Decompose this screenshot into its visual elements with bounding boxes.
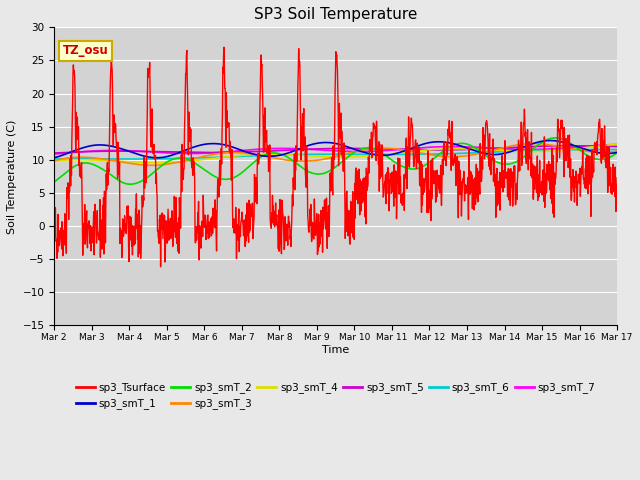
sp3_smT_1 [424,140,431,146]
sp3_Tsurface [613,175,621,180]
sp3_smT_5 [239,149,246,155]
sp3_smT_3 [613,148,621,154]
sp3_smT_3 [239,150,246,156]
sp3_smT_4 [176,159,184,165]
sp3_smT_2 [51,179,58,185]
sp3_smT_1 [51,155,58,160]
sp3_smT_3 [547,142,555,148]
sp3_smT_5 [613,144,621,149]
Line: sp3_smT_6: sp3_smT_6 [54,149,617,159]
X-axis label: Time: Time [322,345,349,355]
sp3_Tsurface [547,195,555,201]
sp3_smT_6 [424,151,431,157]
sp3_smT_1 [239,148,246,154]
sp3_Tsurface [176,207,184,213]
sp3_smT_3 [163,161,170,167]
Y-axis label: Soil Temperature (C): Soil Temperature (C) [7,119,17,233]
sp3_smT_5 [566,143,573,149]
sp3_Tsurface [497,172,505,178]
sp3_smT_3 [148,163,156,168]
sp3_smT_3 [51,158,58,164]
sp3_smT_5 [175,149,183,155]
sp3_smT_2 [613,150,621,156]
sp3_smT_5 [423,147,431,153]
sp3_smT_4 [547,148,554,154]
sp3_smT_2 [126,181,134,187]
sp3_smT_3 [424,151,431,157]
sp3_smT_7 [162,150,170,156]
Line: sp3_smT_4: sp3_smT_4 [54,144,617,163]
sp3_smT_6 [497,149,505,155]
sp3_Tsurface [424,148,431,154]
sp3_smT_6 [239,154,246,159]
sp3_smT_4 [239,152,246,158]
sp3_smT_5 [162,149,170,155]
sp3_smT_7 [239,148,246,154]
sp3_smT_6 [176,156,184,161]
Title: SP3 Soil Temperature: SP3 Soil Temperature [254,7,417,22]
sp3_smT_2 [176,155,184,161]
sp3_smT_2 [424,161,431,167]
sp3_smT_5 [497,145,504,151]
sp3_smT_2 [163,160,170,166]
sp3_smT_7 [175,151,183,156]
sp3_smT_1 [547,138,555,144]
sp3_smT_2 [552,135,559,141]
sp3_smT_6 [163,156,170,162]
sp3_Tsurface [220,44,228,50]
sp3_smT_5 [51,150,58,156]
sp3_smT_4 [163,159,170,165]
Line: sp3_smT_7: sp3_smT_7 [54,144,617,154]
Line: sp3_smT_1: sp3_smT_1 [54,141,617,158]
sp3_smT_6 [604,146,612,152]
sp3_smT_4 [497,148,505,154]
sp3_smT_4 [613,142,621,147]
Line: sp3_Tsurface: sp3_Tsurface [54,47,617,267]
sp3_smT_1 [547,138,554,144]
sp3_smT_2 [239,169,246,175]
sp3_smT_1 [153,155,161,161]
sp3_smT_1 [613,150,621,156]
Legend: sp3_Tsurface, sp3_smT_1, sp3_smT_2, sp3_smT_3, sp3_smT_4, sp3_smT_5, sp3_smT_6, : sp3_Tsurface, sp3_smT_1, sp3_smT_2, sp3_… [72,378,600,414]
sp3_Tsurface [239,224,247,230]
sp3_smT_7 [613,142,621,147]
Line: sp3_smT_2: sp3_smT_2 [54,138,617,184]
sp3_smT_4 [424,147,431,153]
sp3_smT_2 [547,135,554,141]
Line: sp3_smT_3: sp3_smT_3 [54,144,617,166]
sp3_Tsurface [51,224,58,229]
sp3_smT_3 [530,141,538,146]
sp3_smT_1 [163,154,170,160]
sp3_smT_7 [547,146,554,152]
sp3_smT_2 [497,161,505,167]
Line: sp3_smT_5: sp3_smT_5 [54,146,617,153]
sp3_smT_3 [176,159,184,165]
sp3_smT_6 [127,156,135,162]
sp3_smT_7 [423,144,431,150]
sp3_smT_7 [497,146,504,152]
Text: TZ_osu: TZ_osu [63,44,108,57]
sp3_Tsurface [157,264,164,270]
sp3_smT_6 [51,156,58,162]
sp3_smT_1 [497,151,505,157]
sp3_smT_6 [547,147,554,153]
sp3_smT_4 [51,158,58,164]
sp3_smT_3 [497,145,505,151]
sp3_smT_5 [547,143,554,149]
sp3_Tsurface [163,224,170,229]
sp3_smT_6 [613,147,621,153]
sp3_smT_4 [151,160,159,166]
sp3_smT_7 [51,151,58,157]
sp3_smT_1 [176,149,184,155]
